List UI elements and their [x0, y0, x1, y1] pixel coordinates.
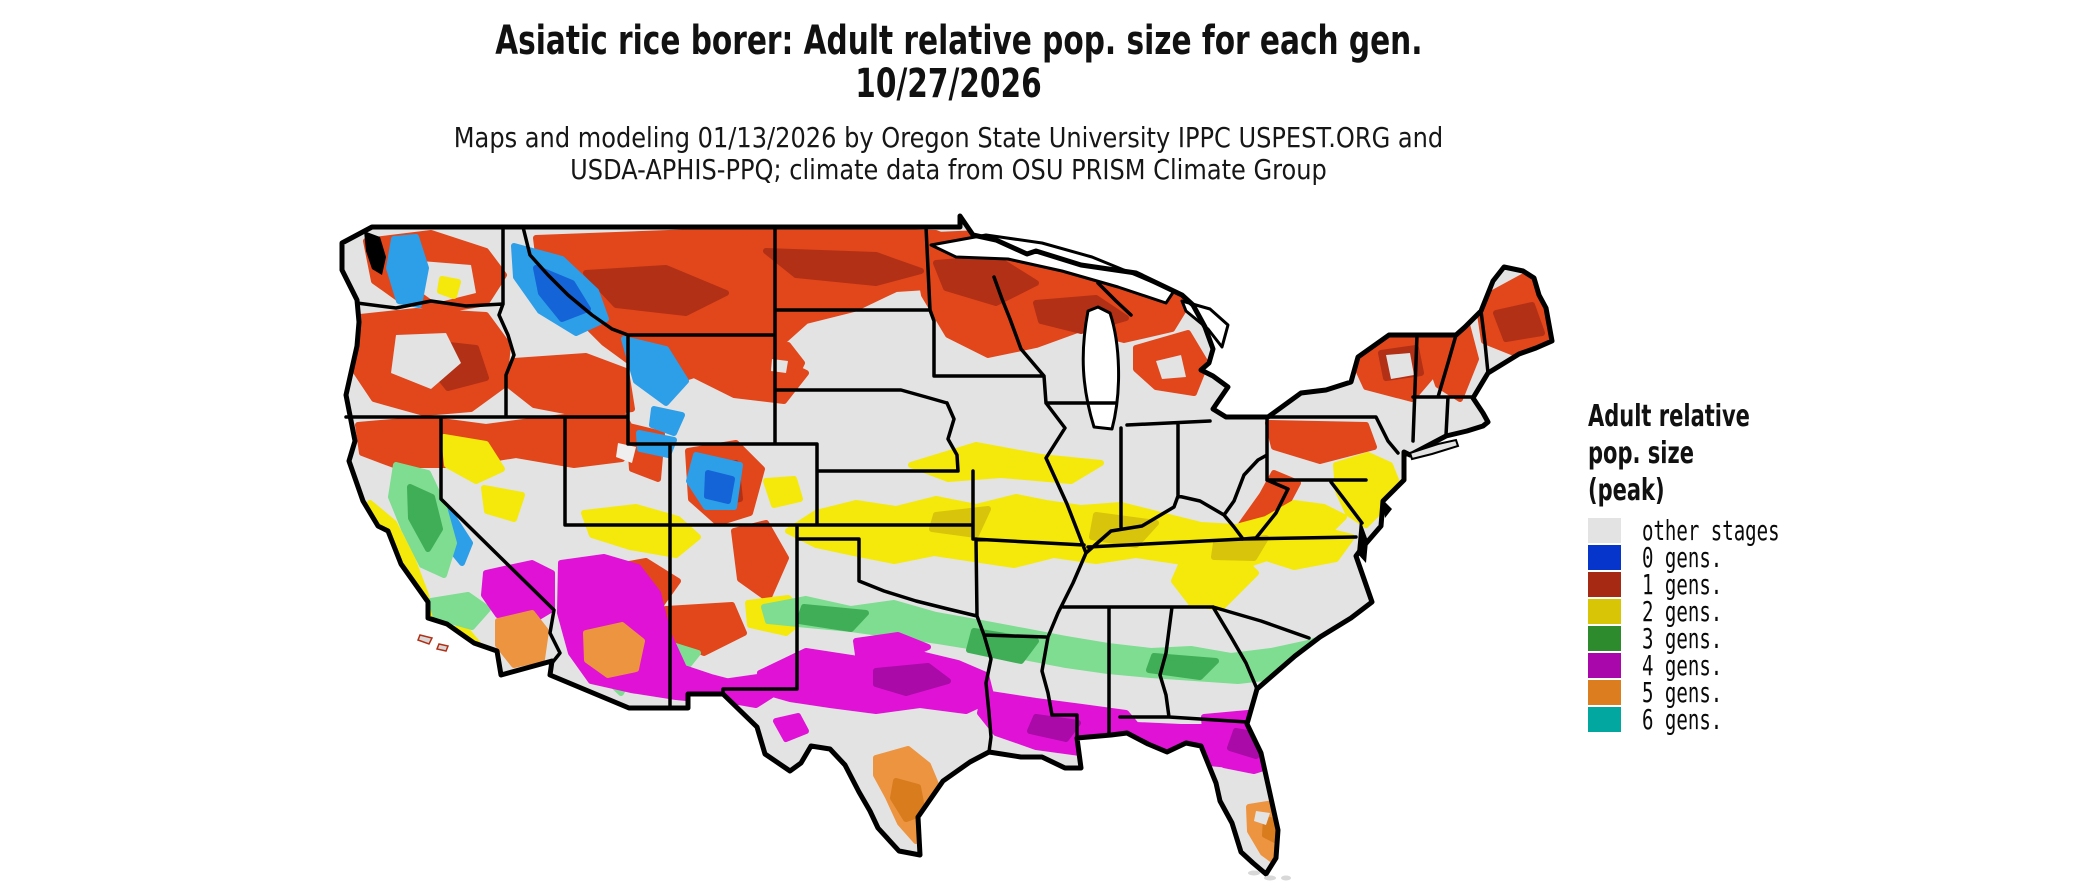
state-borders — [344, 225, 1490, 754]
legend-label-g3: 3 gens. — [1642, 622, 1723, 655]
region-4gen-dark-la — [1027, 714, 1081, 742]
region-3gen-dark-ok — [796, 604, 869, 632]
region-5gen-seca — [495, 610, 549, 668]
channel-island-1 — [417, 634, 434, 645]
legend-label-g0: 0 gens. — [1642, 541, 1723, 574]
region-3gen-carolinas — [1335, 610, 1423, 678]
legend-swatch-g2 — [1588, 599, 1621, 624]
region-2gen-va — [1266, 528, 1355, 570]
lake-superior — [929, 233, 1176, 305]
us-map-svg — [336, 213, 1561, 881]
map-title: Asiatic rice borer: Adult relative pop. … — [336, 20, 1561, 106]
region-0gen-cascades — [386, 234, 429, 308]
region-0gen-wy-south — [649, 406, 685, 436]
gray-or-basin — [391, 333, 461, 389]
florida-keys-2 — [1264, 875, 1276, 881]
legend-swatch-g1 — [1588, 572, 1621, 597]
legend-swatch-g0 — [1588, 545, 1621, 570]
coastal-water — [364, 231, 1392, 563]
region-4gen-bigbend — [773, 713, 809, 742]
region-2gen-dark-2 — [929, 506, 991, 538]
lake-michigan — [1081, 305, 1121, 431]
legend-label-g5: 5 gens. — [1642, 676, 1723, 709]
region-4gen-dark-tx — [873, 663, 951, 696]
legend-label-g6: 6 gens. — [1642, 703, 1723, 736]
region-2gen-midwest-band — [785, 494, 1347, 570]
chesapeake-bay — [1357, 519, 1368, 563]
legend-item-g1: 1 gens. — [1588, 568, 1888, 601]
legend-item-g5: 5 gens. — [1588, 676, 1888, 709]
region-1gen-dark-me — [1493, 302, 1545, 342]
legend-title: Adult relative pop. size (peak) — [1588, 398, 1888, 509]
region-3gen-sca — [428, 592, 491, 630]
legend-title-line-3: (peak) — [1588, 473, 1665, 508]
legend-swatch-other — [1588, 518, 1621, 543]
region-1gen-pa — [1265, 420, 1377, 464]
gray-adirondacks — [1386, 353, 1414, 379]
legend-item-g0: 0 gens. — [1588, 541, 1888, 574]
legend-label-g4: 4 gens. — [1642, 649, 1723, 682]
region-2gen-eco — [763, 476, 803, 508]
legend-item-g3: 3 gens. — [1588, 622, 1888, 655]
puget-sound — [364, 231, 386, 275]
delaware-bay — [1382, 499, 1392, 518]
region-2gen-nv1 — [441, 434, 505, 484]
region-5gen-az — [583, 622, 645, 678]
attribution-line-1: Maps and modeling 01/13/2026 by Oregon S… — [453, 121, 1444, 154]
legend-label-other: other stages — [1642, 514, 1780, 547]
great-salt-lake — [616, 443, 636, 463]
region-0gen-dark-idmt — [533, 265, 591, 322]
channel-island-2 — [435, 643, 450, 652]
region-1gen-dark-nd — [763, 248, 924, 286]
gray-mi-center — [1156, 355, 1186, 379]
legend-swatch-g3 — [1588, 626, 1621, 651]
legend-swatch-g6 — [1588, 707, 1621, 732]
region-0gen-wy — [621, 336, 689, 406]
legend-item-g2: 2 gens. — [1588, 595, 1888, 628]
legend-items: other stages 0 gens. 1 gens. 2 gens. 3 gens.… — [1588, 514, 1888, 736]
region-1gen-dark-mt — [583, 265, 729, 316]
islands — [417, 438, 1460, 881]
florida-keys-1 — [1248, 870, 1260, 876]
region-4gen-mojave — [481, 560, 555, 624]
legend: Adult relative pop. size (peak) other st… — [1588, 398, 1888, 736]
region-3gen-dark-cv — [407, 484, 443, 552]
legend-swatch-g5 — [1588, 680, 1621, 705]
legend-label-g2: 2 gens. — [1642, 595, 1723, 628]
region-3gen-dark-al — [1146, 653, 1219, 680]
legend-swatch-g4 — [1588, 653, 1621, 678]
legend-item-g4: 4 gens. — [1588, 649, 1888, 682]
region-5gen-dark-stx — [890, 778, 926, 822]
legend-title-line-1: Adult relative — [1588, 399, 1750, 434]
legend-item-other: other stages — [1588, 514, 1888, 547]
region-3gen-dark-nc — [1317, 630, 1369, 660]
attribution-line-2: USDA-APHIS-PPQ; climate data from OSU PR… — [570, 153, 1327, 186]
region-1gen-sid — [503, 353, 635, 418]
region-2gen-wa-spot — [437, 276, 461, 299]
title-line-1: Asiatic rice borer: Adult relative pop. … — [495, 18, 1423, 64]
legend-label-g1: 1 gens. — [1642, 568, 1723, 601]
region-4gen-tx-spur — [853, 632, 931, 664]
title-date: 10/27/2026 — [855, 61, 1042, 107]
legend-title-line-2: pop. size — [1588, 436, 1694, 471]
region-0gen-dark-co — [704, 470, 735, 504]
map-attribution: Maps and modeling 01/13/2026 by Oregon S… — [236, 122, 1661, 186]
gray-central-fl — [1254, 811, 1270, 825]
region-2gen-nv2 — [481, 485, 525, 522]
long-island — [1408, 438, 1460, 461]
legend-item-g6: 6 gens. — [1588, 703, 1888, 736]
florida-keys-3 — [1281, 875, 1291, 881]
us-map — [336, 213, 1561, 892]
